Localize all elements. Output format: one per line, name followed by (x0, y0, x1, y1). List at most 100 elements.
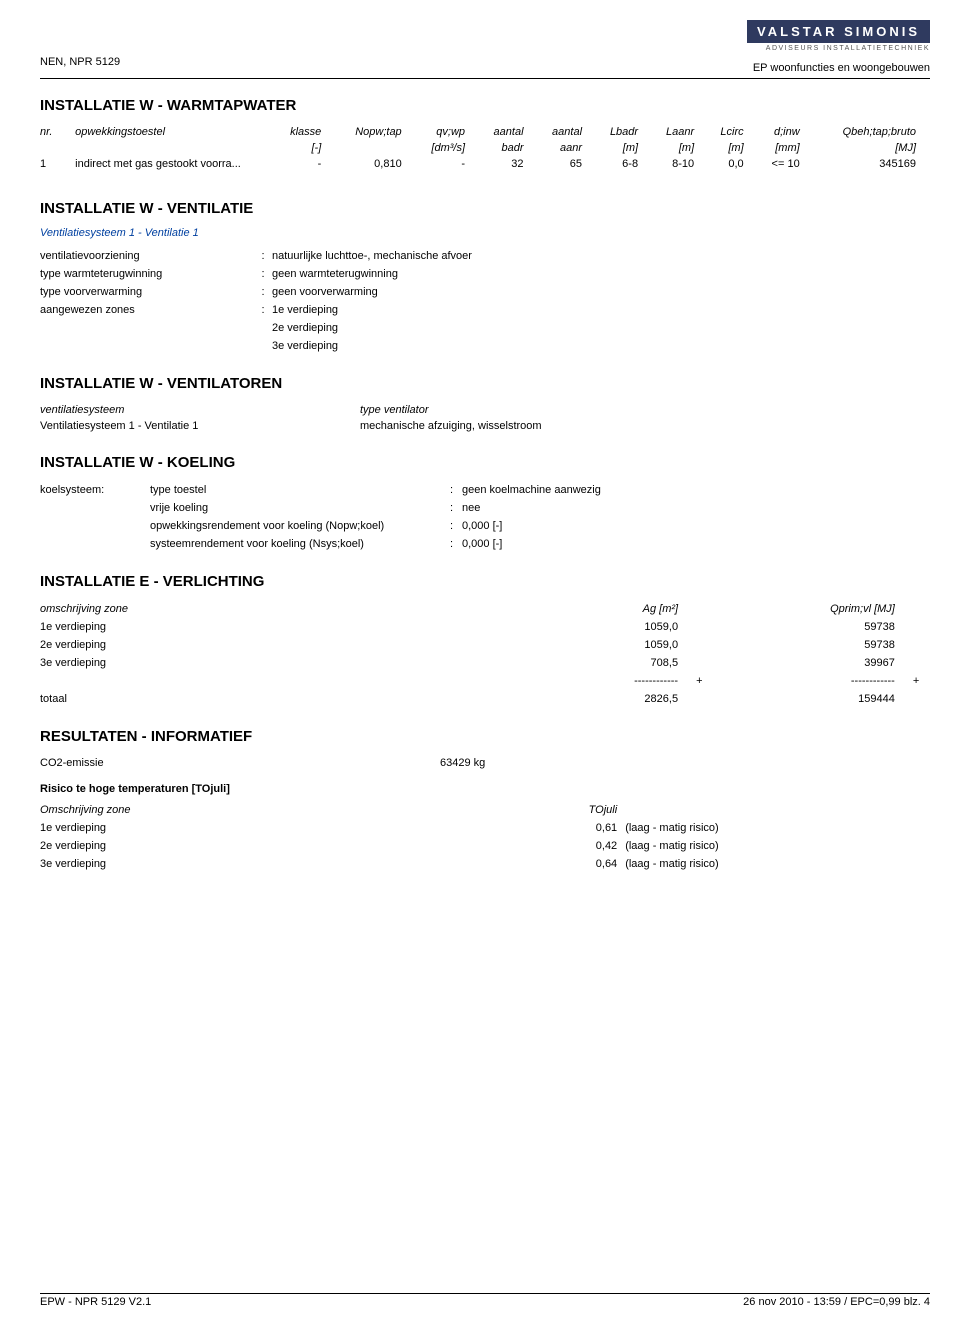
warmtap-h-9: Lcirc (708, 124, 758, 140)
verl-totaal-row: totaal 2826,5 159444 (40, 690, 930, 708)
warmtap-h-7: Lbadr (596, 124, 652, 140)
verl-row: 1e verdieping 1059,0 59738 (40, 618, 930, 636)
vent-v-3: 1e verdieping (272, 301, 930, 319)
vent-k-2: type voorverwarming (40, 283, 260, 301)
doc-ref-right: EP woonfuncties en woongebouwen (753, 62, 930, 74)
warmtap-h-2: klasse (275, 124, 335, 140)
vent-k-1: type warmteterugwinning (40, 265, 260, 283)
vent-v-5: 3e verdieping (272, 337, 930, 355)
footer: EPW - NPR 5129 V2.1 26 nov 2010 - 13:59 … (40, 1293, 930, 1308)
ventil-r1: Ventilatiesysteem 1 - Ventilatie 1 (40, 418, 360, 434)
koel-v-3: 0,000 [-] (462, 535, 930, 553)
section-verlichting-title: INSTALLATIE E - VERLICHTING (40, 573, 930, 590)
footer-left: EPW - NPR 5129 V2.1 (40, 1296, 151, 1308)
section-warmtap-title: INSTALLATIE W - WARMTAPWATER (40, 97, 930, 114)
section-koeling-title: INSTALLATIE W - KOELING (40, 454, 930, 471)
logo-sub: ADVISEURS INSTALLATIETECHNIEK (747, 45, 930, 52)
koel-k-2: opwekkingsrendement voor koeling (Nopw;k… (150, 517, 450, 535)
koel-label: koelsysteem: (40, 481, 150, 499)
verl-h3: Qprim;vl [MJ] (713, 600, 913, 618)
verl-h1: omschrijving zone (40, 600, 496, 618)
verl-dash-row: ------------ + ------------ + (40, 672, 930, 690)
ventil-h1: ventilatiesysteem (40, 402, 360, 418)
warmtap-h-10: d;inw (758, 124, 814, 140)
warmtap-h-6: aantal (538, 124, 597, 140)
verlichting-table: omschrijving zone Ag [m²] Qprim;vl [MJ] … (40, 600, 930, 708)
vent-v-0: natuurlijke luchttoe-, mechanische afvoe… (272, 247, 930, 265)
warmtap-row: 1 indirect met gas gestookt voorra... - … (40, 156, 930, 172)
warmtap-u-4: [dm³/s] (416, 140, 479, 156)
warmtap-c-4: - (416, 156, 479, 172)
koel-v-1: nee (462, 499, 930, 517)
warmtap-c-2: - (275, 156, 335, 172)
ventilatie-table: ventilatievoorziening:natuurlijke luchtt… (40, 247, 930, 355)
risico-row: 3e verdieping 0,64 (laag - matig risico) (40, 855, 930, 873)
verl-h2: Ag [m²] (496, 600, 696, 618)
vent-k-5 (40, 337, 260, 355)
warmtap-c-7: 6-8 (596, 156, 652, 172)
warmtap-h-0: nr. (40, 124, 75, 140)
warmtap-u-2: [-] (275, 140, 335, 156)
co2-val: 63429 kg (440, 755, 930, 771)
warmtap-u-7: [m] (596, 140, 652, 156)
warmtap-c-6: 65 (538, 156, 597, 172)
section-ventilatoren-title: INSTALLATIE W - VENTILATOREN (40, 375, 930, 392)
vent-v-1: geen warmteterugwinning (272, 265, 930, 283)
warmtap-u-1 (75, 140, 275, 156)
risico-h2: TOjuli (528, 801, 626, 819)
warmtap-table: nr. opwekkingstoestel klasse Nopw;tap qv… (40, 124, 930, 172)
warmtap-h-8: Laanr (652, 124, 708, 140)
warmtap-u-9: [m] (708, 140, 758, 156)
ventilatoren-table: ventilatiesysteem type ventilator Ventil… (40, 402, 930, 434)
warmtap-h-11: Qbeh;tap;bruto (814, 124, 930, 140)
warmtap-c-10: <= 10 (758, 156, 814, 172)
warmtap-c-5: 32 (479, 156, 538, 172)
vent-k-0: ventilatievoorziening (40, 247, 260, 265)
warmtap-c-1: indirect met gas gestookt voorra... (75, 156, 275, 172)
header-divider (40, 78, 930, 79)
vent-k-4 (40, 319, 260, 337)
warmtap-u-10: [mm] (758, 140, 814, 156)
risico-row: 1e verdieping 0,61 (laag - matig risico) (40, 819, 930, 837)
warmtap-h-4: qv;wp (416, 124, 479, 140)
ventil-r2: mechanische afzuiging, wisselstroom (360, 418, 930, 434)
warmtap-u-8: [m] (652, 140, 708, 156)
warmtap-c-0: 1 (40, 156, 75, 172)
vent-v-2: geen voorverwarming (272, 283, 930, 301)
warmtap-c-9: 0,0 (708, 156, 758, 172)
koel-v-0: geen koelmachine aanwezig (462, 481, 930, 499)
vent-k-3: aangewezen zones (40, 301, 260, 319)
risico-title: Risico te hoge temperaturen [TOjuli] (40, 783, 930, 795)
ventilatie-sub: Ventilatiesysteem 1 - Ventilatie 1 (40, 227, 930, 239)
warmtap-u-5: badr (479, 140, 538, 156)
warmtap-h-5: aantal (479, 124, 538, 140)
koel-k-1: vrije koeling (150, 499, 450, 517)
koel-k-3: systeemrendement voor koeling (Nsys;koel… (150, 535, 450, 553)
brand-logo: VALSTAR SIMONIS ADVISEURS INSTALLATIETEC… (747, 20, 930, 52)
verl-row: 3e verdieping 708,5 39967 (40, 654, 930, 672)
section-result-title: RESULTATEN - INFORMATIEF (40, 728, 930, 745)
risico-row: 2e verdieping 0,42 (laag - matig risico) (40, 837, 930, 855)
warmtap-u-11: [MJ] (814, 140, 930, 156)
warmtap-c-11: 345169 (814, 156, 930, 172)
warmtap-h-1: opwekkingstoestel (75, 124, 275, 140)
logo-main: VALSTAR SIMONIS (747, 20, 930, 43)
warmtap-c-8: 8-10 (652, 156, 708, 172)
risico-h1: Omschrijving zone (40, 801, 528, 819)
verl-row: 2e verdieping 1059,0 59738 (40, 636, 930, 654)
vent-v-4: 2e verdieping (272, 319, 930, 337)
footer-right: 26 nov 2010 - 13:59 / EPC=0,99 blz. 4 (743, 1296, 930, 1308)
warmtap-c-3: 0,810 (335, 156, 415, 172)
doc-ref-left: NEN, NPR 5129 (40, 56, 120, 68)
warmtap-u-3 (335, 140, 415, 156)
koel-v-2: 0,000 [-] (462, 517, 930, 535)
section-ventilatie-title: INSTALLATIE W - VENTILATIE (40, 200, 930, 217)
warmtap-h-3: Nopw;tap (335, 124, 415, 140)
risico-table: Omschrijving zone TOjuli 1e verdieping 0… (40, 801, 930, 873)
result-table: CO2-emissie 63429 kg (40, 755, 930, 771)
koeling-table: koelsysteem: type toestel : geen koelmac… (40, 481, 930, 553)
co2-label: CO2-emissie (40, 755, 440, 771)
warmtap-u-0 (40, 140, 75, 156)
koel-k-0: type toestel (150, 481, 450, 499)
ventil-h2: type ventilator (360, 402, 930, 418)
